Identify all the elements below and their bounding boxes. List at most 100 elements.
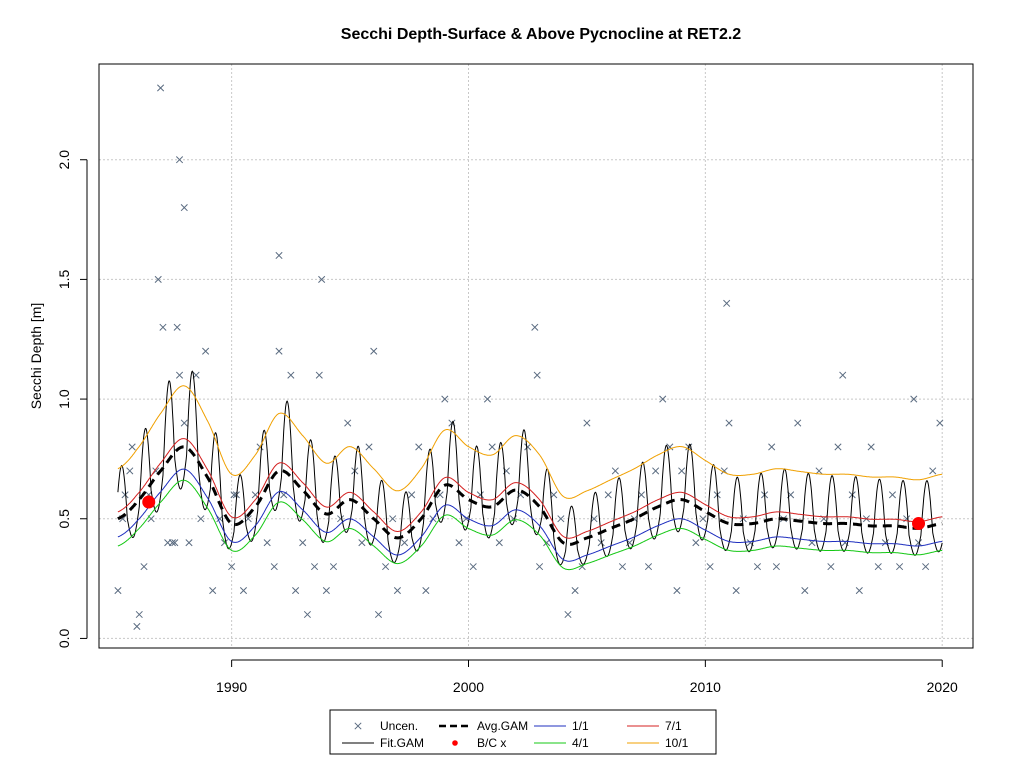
legend-label: B/C x [477, 736, 506, 750]
plot-frame [98, 63, 974, 649]
uncensored-point [815, 467, 823, 475]
uncensored-point [175, 371, 184, 379]
uncensored-point [400, 539, 409, 547]
uncensored-point [292, 587, 300, 595]
y-tick-label: 1.0 [56, 389, 72, 409]
uncensored-point [874, 563, 882, 571]
series-10-1 [117, 385, 943, 499]
legend-label: 7/1 [665, 719, 682, 733]
uncensored-point [133, 622, 141, 631]
uncensored-point [543, 539, 551, 547]
y-axis: 0.0 0.5 1.0 1.5 2.0 [56, 150, 88, 648]
legend-label: Avg.GAM [477, 719, 528, 733]
uncensored-point [415, 443, 423, 451]
uncensored-point [495, 539, 503, 547]
uncensored-point [533, 371, 541, 379]
uncensored-point [753, 563, 762, 571]
x-tick-label: 1990 [216, 679, 247, 695]
y-tick-label: 1.5 [56, 269, 72, 289]
uncensored-point [659, 395, 667, 403]
series-4-1 [117, 479, 943, 571]
uncensored-point [644, 563, 653, 571]
uncensored-point [315, 371, 323, 379]
uncensored-point [180, 204, 188, 212]
uncensored-point [888, 491, 897, 499]
uncensored-point [739, 515, 747, 523]
uncensored-point [275, 347, 283, 355]
uncensored-point [673, 587, 681, 595]
y-axis-label: Secchi Depth [m] [28, 303, 44, 410]
uncensored-point [303, 610, 311, 619]
uncensored-point [180, 419, 188, 427]
uncensored-point [168, 539, 176, 547]
series-lines [117, 370, 943, 571]
uncensored-point [652, 467, 660, 475]
uncensored-point [275, 251, 283, 260]
uncensored-point [772, 563, 780, 571]
uncensored-point [157, 84, 165, 92]
uncensored-point [564, 610, 572, 619]
uncensored-point [171, 539, 179, 547]
uncensored-point [732, 587, 740, 595]
uncensored-point [550, 491, 558, 499]
legend-label: 10/1 [665, 736, 689, 750]
uncensored-point [706, 563, 714, 571]
legend-box [329, 709, 717, 755]
uncensored-point [597, 539, 605, 547]
uncensored-point [867, 443, 875, 451]
uncensored-point [571, 587, 579, 595]
uncensored-point [263, 539, 271, 547]
legend-symbol [354, 722, 362, 730]
uncensored-point [159, 323, 167, 331]
uncensored-point [839, 371, 847, 379]
uncensored-point [583, 419, 591, 427]
uncensored-point [910, 395, 918, 403]
uncensored-point [834, 443, 842, 451]
uncensored-point [135, 610, 143, 619]
uncensored-point [393, 587, 401, 595]
uncensored-point [469, 563, 477, 571]
uncensored-point [441, 395, 449, 403]
legend-label: 4/1 [572, 736, 589, 750]
bc-point [912, 517, 926, 531]
uncensored-point [140, 563, 148, 571]
uncensored-point [692, 539, 700, 547]
uncensored-point [422, 587, 430, 595]
uncensored-point [618, 563, 627, 571]
legend: Uncen. Avg.GAM 1/1 7/1 Fit.GAM B/C x 4/1 10/1 [329, 709, 717, 755]
uncensored-point [922, 563, 930, 571]
uncensored-point [725, 419, 733, 427]
legend-label: Uncen. [380, 719, 418, 733]
legend-label: 1/1 [572, 719, 589, 733]
uncensored-point [128, 443, 136, 451]
uncensored-point [455, 539, 463, 547]
uncensored-point [175, 156, 184, 164]
uncensored-point [488, 443, 496, 451]
series-fit-gam [117, 370, 943, 566]
uncensored-point [524, 443, 532, 451]
uncensored-point [344, 419, 352, 427]
uncensored-point [801, 587, 809, 595]
x-tick-label: 2000 [453, 679, 484, 695]
uncensored-point [768, 443, 776, 451]
uncensored-point [322, 587, 330, 595]
legend-symbol [452, 740, 458, 746]
uncensored-point [374, 610, 383, 619]
uncensored-point [382, 563, 390, 571]
uncensored-point [173, 323, 181, 331]
uncensored-point [535, 563, 544, 571]
y-tick-label: 2.0 [56, 150, 72, 170]
x-tick-label: 2020 [927, 679, 958, 695]
uncensored-point [855, 587, 863, 595]
uncensored-point [197, 515, 205, 523]
uncensored-point [126, 467, 134, 475]
uncensored-point [723, 299, 731, 307]
series-7-1 [117, 438, 943, 539]
bc-points [142, 495, 926, 531]
uncensored-point [408, 491, 416, 499]
x-tick-label: 2010 [690, 679, 721, 695]
uncensored-point [270, 563, 278, 571]
uncensored-point [228, 563, 236, 571]
bc-point [142, 495, 156, 509]
